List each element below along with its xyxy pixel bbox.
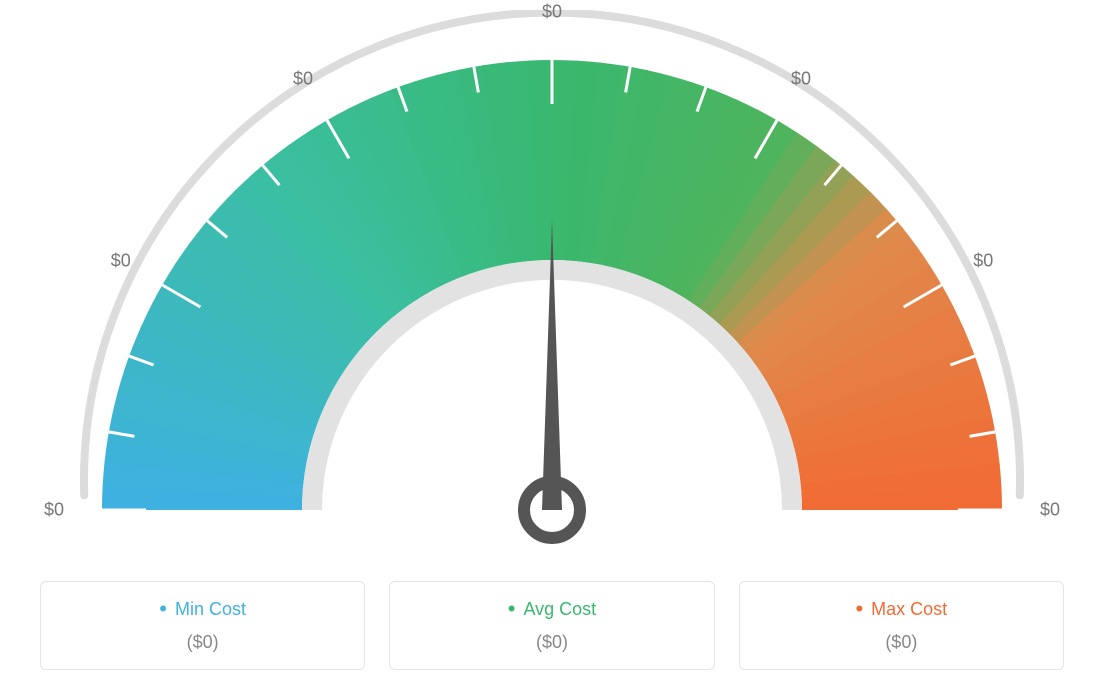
cost-gauge-chart: $0 $0 $0 $0 $0 $0 $0 Min Cost ($0) Avg Cost ($… xyxy=(0,0,1104,690)
gauge-svg xyxy=(52,10,1052,570)
legend-row: Min Cost ($0) Avg Cost ($0) Max Cost ($0… xyxy=(40,581,1064,670)
legend-value-min: ($0) xyxy=(51,632,354,653)
scale-label: $0 xyxy=(111,251,131,272)
legend-card-min: Min Cost ($0) xyxy=(40,581,365,670)
scale-label: $0 xyxy=(1040,500,1060,521)
legend-card-avg: Avg Cost ($0) xyxy=(389,581,714,670)
gauge-area: $0 $0 $0 $0 $0 $0 $0 xyxy=(0,0,1104,560)
scale-label: $0 xyxy=(791,68,811,89)
legend-card-max: Max Cost ($0) xyxy=(739,581,1064,670)
scale-label: $0 xyxy=(44,500,64,521)
legend-value-avg: ($0) xyxy=(400,632,703,653)
scale-label: $0 xyxy=(293,68,313,89)
legend-value-max: ($0) xyxy=(750,632,1053,653)
scale-label: $0 xyxy=(542,2,562,23)
legend-title-min: Min Cost xyxy=(51,596,354,622)
legend-title-avg: Avg Cost xyxy=(400,596,703,622)
legend-title-max: Max Cost xyxy=(750,596,1053,622)
scale-label: $0 xyxy=(973,251,993,272)
